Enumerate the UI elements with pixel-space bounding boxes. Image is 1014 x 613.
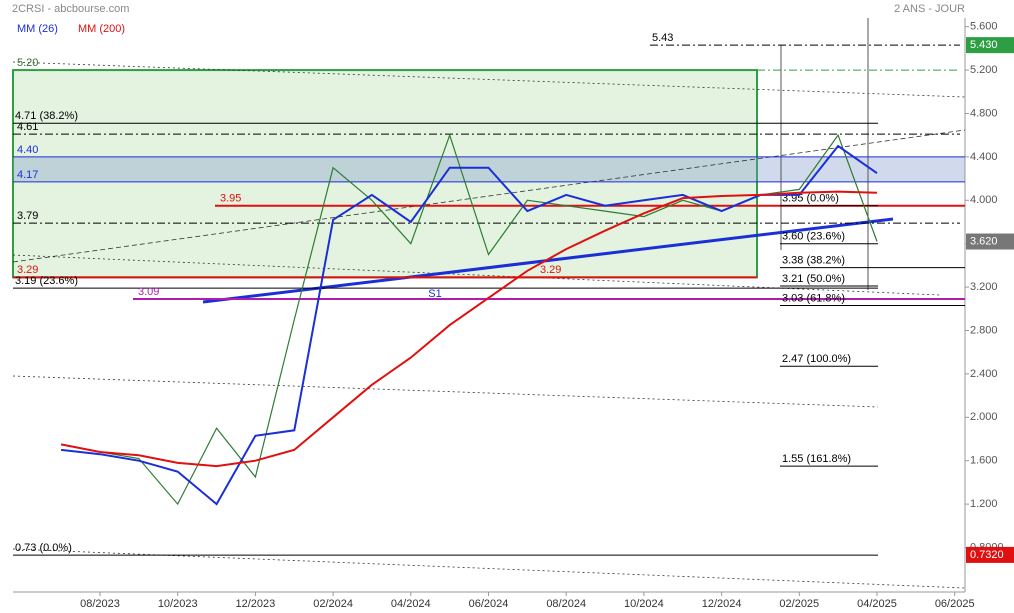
level-label: 3.29	[17, 264, 38, 276]
x-tick-label: 04/2025	[857, 598, 897, 610]
y-tick-label: 4.400	[970, 151, 998, 163]
x-tick-label: 06/2025	[935, 598, 975, 610]
trend-line	[12, 548, 966, 589]
level-label: 3.21 (50.0%)	[782, 273, 845, 285]
y-tick-label: 5.600	[970, 21, 998, 33]
moving-average	[60, 190, 878, 468]
legend-label: MM (26)	[17, 23, 58, 35]
zone	[12, 69, 758, 279]
x-tick-label: 10/2023	[158, 598, 198, 610]
level-label: 5.20	[17, 57, 38, 69]
level-label: 3.60 (23.6%)	[782, 231, 845, 243]
level-label: 4.71 (38.2%)	[15, 110, 78, 122]
chart-title: 2CRSI - abcbourse.com	[12, 3, 129, 15]
chart-subtitle: 2 ANS - JOUR	[894, 3, 965, 15]
level-label: 3.09	[138, 286, 159, 298]
y-tick-label: 1.600	[970, 455, 998, 467]
moving-average	[60, 144, 878, 506]
x-tick-label: 04/2024	[391, 598, 431, 610]
y-tick-label: 3.200	[970, 281, 998, 293]
annotation: S1	[428, 288, 441, 300]
x-tick-label: 10/2024	[624, 598, 664, 610]
level-label: 3.29	[540, 264, 561, 276]
x-tick-label: 12/2024	[702, 598, 742, 610]
level-label: 4.61	[17, 121, 38, 133]
y-tick-label: 4.000	[970, 194, 998, 206]
level-label: 4.17	[17, 169, 38, 181]
legend-label: MM (200)	[78, 23, 125, 35]
level-label: 2.47 (100.0%)	[782, 353, 851, 365]
level-label: 3.03 (61.8%)	[782, 292, 845, 304]
x-tick-label: 08/2023	[80, 598, 120, 610]
level-label: 5.43	[652, 32, 673, 44]
y-tick-label: 2.000	[970, 411, 998, 423]
x-tick-label: 08/2024	[546, 598, 586, 610]
trend-lines	[12, 61, 966, 589]
price-badge-label: 5.430	[970, 39, 998, 51]
price-badge-label: 3.620	[970, 235, 998, 247]
price-badge	[966, 37, 1014, 54]
price-badge-label: 0.7320	[970, 549, 1004, 561]
x-tick-label: 02/2024	[313, 598, 353, 610]
level-label: 3.95	[220, 193, 241, 205]
level-label: 1.55 (161.8%)	[782, 453, 851, 465]
level-label: 3.79	[17, 210, 38, 222]
y-tick-label: 1.200	[970, 498, 998, 510]
trend-line	[12, 129, 966, 263]
price-badge	[966, 546, 1014, 563]
x-tick-label: 12/2023	[236, 598, 276, 610]
x-tick-label: 06/2024	[469, 598, 509, 610]
y-tick-label: 2.400	[970, 368, 998, 380]
level-label: 4.40	[17, 144, 38, 156]
trend-line	[12, 61, 966, 98]
y-tick-label: 4.800	[970, 107, 998, 119]
price-badge	[966, 233, 1014, 250]
y-tick-label: 2.800	[970, 324, 998, 336]
level-label: 3.19 (23.6%)	[15, 275, 78, 287]
trend-line	[12, 375, 879, 408]
level-label: 3.38 (38.2%)	[782, 254, 845, 266]
level-label: 0.73 (0.0%)	[15, 542, 72, 554]
x-tick-label: 02/2025	[779, 598, 819, 610]
y-tick-label: 5.200	[970, 64, 998, 76]
